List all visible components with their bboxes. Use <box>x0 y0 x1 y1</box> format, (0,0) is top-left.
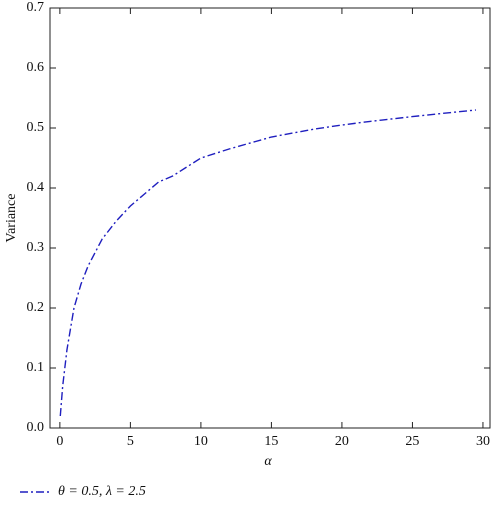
legend-label: θ = 0.5, λ = 2.5 <box>58 484 146 499</box>
y-tick-label: 0.3 <box>27 240 45 255</box>
y-tick-label: 0.4 <box>27 180 45 195</box>
x-tick-label: 25 <box>405 434 419 449</box>
series-line <box>59 109 476 417</box>
y-tick-label: 0.7 <box>27 0 45 15</box>
plot-frame <box>49 7 491 429</box>
x-axis-label: α <box>264 454 272 469</box>
x-tick-label: 20 <box>335 434 349 449</box>
y-tick-label: 0.0 <box>27 420 45 435</box>
y-tick-label: 0.1 <box>27 360 45 375</box>
y-axis-label: Variance <box>4 194 19 243</box>
y-tick-label: 0.5 <box>27 120 45 135</box>
x-tick-label: 15 <box>264 434 278 449</box>
x-tick-label: 30 <box>476 434 490 449</box>
y-tick-label: 0.6 <box>27 60 45 75</box>
x-tick-label: 0 <box>56 434 63 449</box>
x-tick-label: 10 <box>194 434 208 449</box>
y-tick-label: 0.2 <box>27 300 45 315</box>
x-tick-label: 5 <box>127 434 134 449</box>
